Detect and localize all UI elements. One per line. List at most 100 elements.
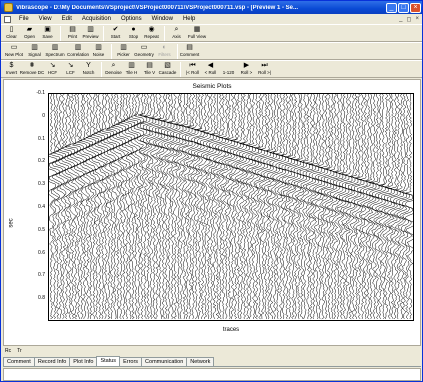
seismic-trace: [350, 93, 362, 320]
full-view-button[interactable]: ▦ Full View: [186, 25, 208, 40]
stop-button[interactable]: ● Stop: [125, 25, 142, 40]
menu-acquisition[interactable]: Acquisition: [81, 16, 111, 22]
signal-button[interactable]: ▥ Signal: [26, 43, 43, 58]
menu-edit[interactable]: Edit: [61, 16, 72, 22]
invert-button[interactable]: $ Invert: [3, 61, 20, 76]
roll-button[interactable]: ⏭ Roll >|: [256, 61, 273, 76]
seismic-trace: [157, 94, 169, 320]
mdi-restore-button[interactable]: ◻: [406, 16, 412, 23]
toolbar-separator: [177, 44, 178, 59]
seismic-trace: [223, 93, 235, 320]
clear-button[interactable]: ▯ Clear: [3, 25, 20, 40]
spectrum-button[interactable]: ▥ Spectrum: [44, 43, 66, 58]
y-tick-label: 0.6: [38, 249, 45, 256]
seismic-trace: [368, 94, 380, 320]
analysis-toolbar: ▭ New Plot ▥ Signal ▥ Spectrum ▥ Correlation ▥ No…: [1, 42, 422, 60]
comment-button[interactable]: ▤ Comment: [180, 43, 200, 58]
seismic-trace: [214, 93, 226, 320]
menu-options[interactable]: Options: [120, 16, 142, 22]
seismic-trace: [302, 93, 314, 320]
seismic-trace: [124, 93, 136, 320]
seismic-trace: [220, 93, 232, 320]
title-bar[interactable]: Vibrascope - D:\My Documents\VSproject\V…: [1, 1, 422, 14]
y-tick-label: 0.7: [38, 272, 45, 279]
hcf-button[interactable]: ↘ HCF: [44, 61, 61, 76]
toolbar-button-label: Remove DC: [19, 70, 45, 75]
tab-comment[interactable]: Comment: [3, 357, 35, 366]
y-tick-label: 0.5: [38, 226, 45, 233]
save-button[interactable]: ▣ Save: [39, 25, 56, 40]
minimize-button[interactable]: _: [386, 2, 397, 13]
notch-button[interactable]: Y Notch: [80, 61, 97, 76]
menu-file[interactable]: File: [19, 16, 29, 22]
menu-help[interactable]: Help: [182, 16, 196, 22]
seismic-trace: [97, 93, 109, 320]
tab-record-info[interactable]: Record Info: [33, 357, 71, 366]
toolbar-button-label: Roll >: [240, 70, 253, 75]
mini-indicator-bar: Rc Tr: [3, 346, 421, 356]
noise-button[interactable]: ▥ Noise: [90, 43, 107, 58]
mdi-minimize-button[interactable]: _: [399, 15, 403, 22]
print-button[interactable]: ▤ Print: [64, 25, 81, 40]
roll-button[interactable]: ⏮ |< Roll: [184, 61, 201, 76]
y-tick-label: 0.8: [38, 295, 45, 302]
tile-h-button[interactable]: ▥ Tile H: [123, 61, 140, 76]
plot-title: Seismic Plots: [192, 83, 232, 90]
seismic-wiggle-plot[interactable]: [48, 93, 414, 321]
toolbar-button-label: Preview: [82, 34, 99, 39]
new-plot-button[interactable]: ▭ New Plot: [3, 43, 25, 58]
seismic-trace: [178, 93, 190, 320]
toolbar-button-label: Spectrum: [45, 52, 65, 57]
tab-status[interactable]: Status: [96, 356, 121, 366]
correlation-button[interactable]: ▥ Correlation: [67, 43, 89, 58]
cascade-button[interactable]: ▧ Cascade: [159, 61, 177, 76]
seismic-trace: [133, 93, 145, 320]
roll-button[interactable]: ▶ Roll >: [238, 61, 255, 76]
start-button[interactable]: ✔ Start: [107, 25, 124, 40]
seismic-trace: [160, 93, 172, 320]
roll-first-icon: ⏮: [189, 62, 196, 69]
toolbar-button-label: Roll >|: [258, 70, 271, 75]
printer-icon: ▤: [69, 26, 76, 33]
seismic-trace: [70, 93, 81, 320]
denoise-button[interactable]: ⌕ Denoise: [105, 61, 122, 76]
close-button[interactable]: ×: [410, 2, 421, 13]
x-axis-label: traces: [222, 327, 240, 333]
tab-communication[interactable]: Communication: [141, 357, 188, 366]
seismic-trace: [284, 93, 296, 320]
open-button[interactable]: ▰ Open: [21, 25, 38, 40]
repeat-button[interactable]: ◉ Repeat: [143, 25, 160, 40]
geometry-button[interactable]: ▭ Geometry: [133, 43, 155, 58]
axis-button[interactable]: ⌕ Axis: [168, 25, 185, 40]
maximize-button[interactable]: □: [398, 2, 409, 13]
tab-errors[interactable]: Errors: [119, 357, 143, 366]
seismic-trace: [374, 93, 386, 320]
rc-indicator[interactable]: Rc: [5, 348, 12, 354]
menu-window[interactable]: Window: [151, 16, 173, 22]
seismic-trace: [341, 93, 353, 320]
seismic-trace: [248, 94, 259, 319]
seismic-trace: [181, 93, 193, 320]
toolbar-button-label: Tile H: [125, 70, 138, 75]
seismic-trace: [268, 93, 281, 319]
preview-button[interactable]: ▥ Preview: [82, 25, 99, 40]
tr-indicator[interactable]: Tr: [17, 348, 22, 354]
roll-button[interactable]: ◀ < Roll: [202, 61, 219, 76]
tab-network[interactable]: Network: [186, 357, 215, 366]
filters-button[interactable]: ◐ Filters: [156, 43, 173, 58]
seismic-trace: [235, 93, 247, 320]
seismic-trace: [48, 93, 60, 320]
picker-button[interactable]: ▥ Picker: [115, 43, 132, 58]
seismic-plot-panel[interactable]: Seismic Plots sec -0.1 0 0.1 0.2 0.3 0.4 0.5 0.…: [3, 79, 421, 346]
y-tick-label: 0: [42, 112, 45, 119]
menu-view[interactable]: View: [38, 16, 52, 22]
toolbar-button-label: Repeat: [144, 34, 159, 39]
toolbar-button-label: HCF: [47, 70, 58, 75]
tab-plot-info[interactable]: Plot Info: [69, 357, 98, 366]
mdi-close-button[interactable]: ×: [415, 15, 419, 22]
1-120-button[interactable]: 1-120: [220, 61, 237, 76]
lcf-button[interactable]: ↘ LCF: [62, 61, 79, 76]
remove-dc-button[interactable]: ⩩ Remove DC: [19, 61, 45, 76]
tile-v-button[interactable]: ▤ Tile V: [141, 61, 158, 76]
document-icon[interactable]: [4, 15, 11, 23]
